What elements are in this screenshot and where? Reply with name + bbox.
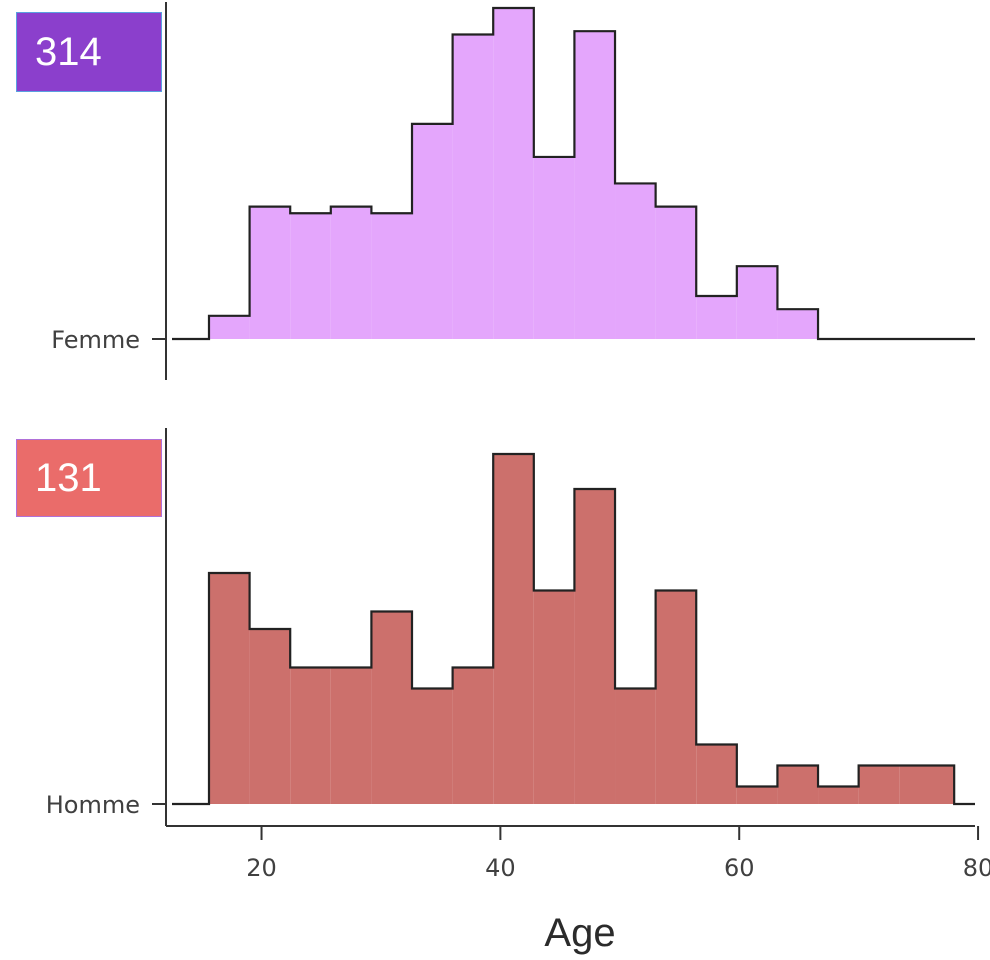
y-tick-label-femme: Femme [51, 326, 140, 354]
femme-count-badge: 314 [16, 12, 162, 92]
bar-homme-16 [858, 765, 900, 804]
bar-homme-15 [818, 786, 859, 804]
bar-homme-3 [330, 667, 372, 804]
bar-homme-2 [290, 667, 331, 804]
bar-homme-13 [736, 786, 778, 804]
bar-homme-14 [777, 765, 819, 804]
outline-femme [172, 6, 975, 341]
bar-femme-8 [533, 156, 575, 339]
bar-femme-10 [615, 183, 656, 339]
bar-homme-7 [493, 454, 534, 804]
bar-homme-5 [412, 688, 453, 804]
bar-femme-12 [696, 295, 737, 339]
bar-homme-11 [655, 590, 697, 804]
bar-homme-8 [533, 590, 575, 804]
outline-homme [172, 452, 975, 806]
bar-homme-10 [615, 688, 656, 804]
x-tick-label-40: 40 [485, 854, 516, 882]
bar-homme-4 [371, 611, 413, 804]
bar-homme-9 [574, 489, 616, 804]
x-tick-label-80: 80 [963, 854, 990, 882]
bar-femme-0 [208, 315, 250, 339]
bar-femme-6 [452, 34, 494, 339]
x-axis-title: Age [544, 911, 615, 955]
bar-femme-3 [330, 206, 372, 339]
bar-femme-11 [655, 206, 697, 339]
bar-femme-4 [371, 213, 413, 339]
bar-femme-5 [412, 123, 453, 339]
bar-homme-6 [452, 667, 494, 804]
bar-homme-12 [696, 744, 737, 804]
bar-homme-0 [208, 573, 250, 804]
bar-homme-1 [249, 629, 291, 804]
bar-femme-14 [777, 309, 819, 339]
x-tick-label-20: 20 [246, 854, 277, 882]
bar-femme-1 [249, 206, 291, 339]
bar-homme-17 [899, 765, 955, 804]
bar-femme-2 [290, 213, 331, 339]
bar-femme-13 [736, 266, 778, 339]
y-tick-label-homme: Homme [46, 791, 140, 819]
bar-femme-7 [493, 8, 534, 339]
bar-femme-9 [574, 31, 616, 339]
homme-count-badge: 131 [16, 439, 162, 517]
x-tick-label-60: 60 [724, 854, 755, 882]
